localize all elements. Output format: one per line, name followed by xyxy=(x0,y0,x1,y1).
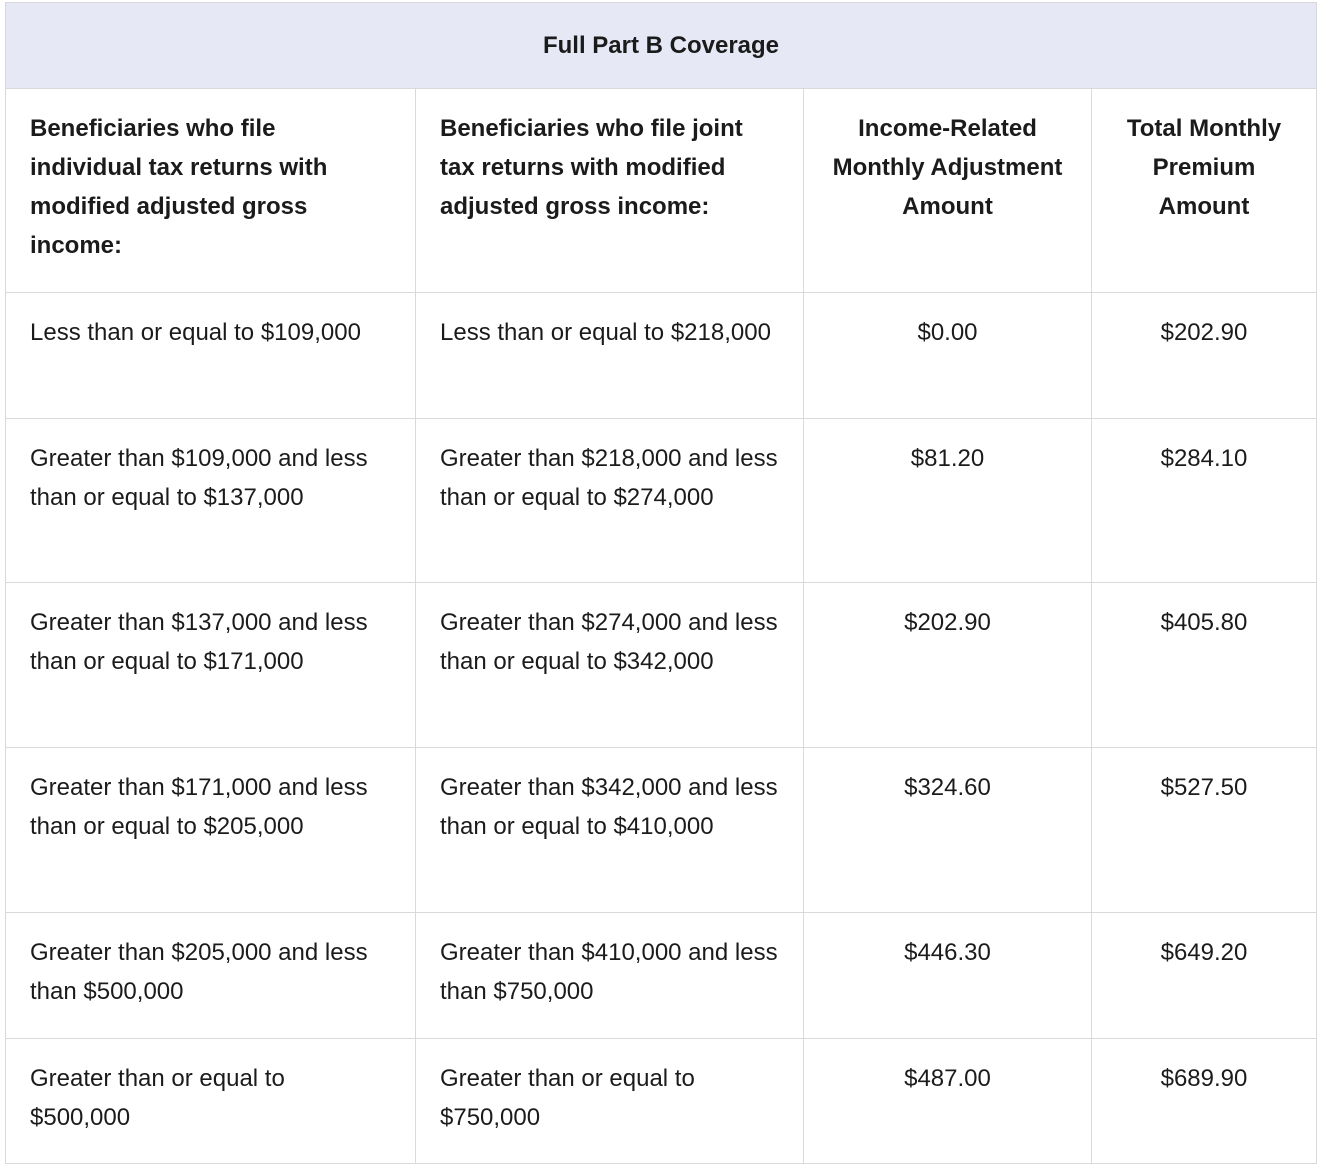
joint-income-cell: Greater than $218,000 and less than or e… xyxy=(415,418,804,583)
table-row: Greater than $205,000 and less than $500… xyxy=(5,912,1317,1039)
irmaa-cell: $0.00 xyxy=(803,292,1092,419)
individual-income-cell: Less than or equal to $109,000 xyxy=(5,292,416,419)
irmaa-cell: $81.20 xyxy=(803,418,1092,583)
joint-income-cell: Less than or equal to $218,000 xyxy=(415,292,804,419)
individual-income-cell: Greater than $205,000 and less than $500… xyxy=(5,912,416,1039)
irmaa-cell: $487.00 xyxy=(803,1038,1092,1164)
irmaa-cell: $202.90 xyxy=(803,582,1092,748)
table-body: Less than or equal to $109,000 Less than … xyxy=(5,292,1317,1164)
table-row: Less than or equal to $109,000 Less than … xyxy=(5,292,1317,419)
part-b-premium-table: Full Part B Coverage Beneficiaries who f… xyxy=(5,2,1317,1164)
total-premium-cell: $202.90 xyxy=(1091,292,1317,419)
column-header-individual: Beneficiaries who file individual tax re… xyxy=(5,88,416,293)
irmaa-cell: $324.60 xyxy=(803,747,1092,913)
total-premium-cell: $689.90 xyxy=(1091,1038,1317,1164)
table-row: Greater than $171,000 and less than or e… xyxy=(5,747,1317,913)
table-row: Greater than $109,000 and less than or e… xyxy=(5,418,1317,583)
total-premium-cell: $284.10 xyxy=(1091,418,1317,583)
total-premium-cell: $405.80 xyxy=(1091,582,1317,748)
column-header-total-premium: Total Monthly Premium Amount xyxy=(1091,88,1317,293)
total-premium-cell: $527.50 xyxy=(1091,747,1317,913)
joint-income-cell: Greater than $274,000 and less than or e… xyxy=(415,582,804,748)
irmaa-cell: $446.30 xyxy=(803,912,1092,1039)
individual-income-cell: Greater than or equal to $500,000 xyxy=(5,1038,416,1164)
total-premium-cell: $649.20 xyxy=(1091,912,1317,1039)
table-row: Greater than or equal to $500,000 Greater… xyxy=(5,1038,1317,1164)
joint-income-cell: Greater than $342,000 and less than or e… xyxy=(415,747,804,913)
joint-income-cell: Greater than $410,000 and less than $750… xyxy=(415,912,804,1039)
table-row: Greater than $137,000 and less than or e… xyxy=(5,582,1317,748)
individual-income-cell: Greater than $137,000 and less than or e… xyxy=(5,582,416,748)
column-header-joint: Beneficiaries who file joint tax returns… xyxy=(415,88,804,293)
table-title: Full Part B Coverage xyxy=(5,2,1317,89)
joint-income-cell: Greater than or equal to $750,000 xyxy=(415,1038,804,1164)
individual-income-cell: Greater than $171,000 and less than or e… xyxy=(5,747,416,913)
column-header-irmaa: Income-Related Monthly Adjustment Amount xyxy=(803,88,1092,293)
individual-income-cell: Greater than $109,000 and less than or e… xyxy=(5,418,416,583)
